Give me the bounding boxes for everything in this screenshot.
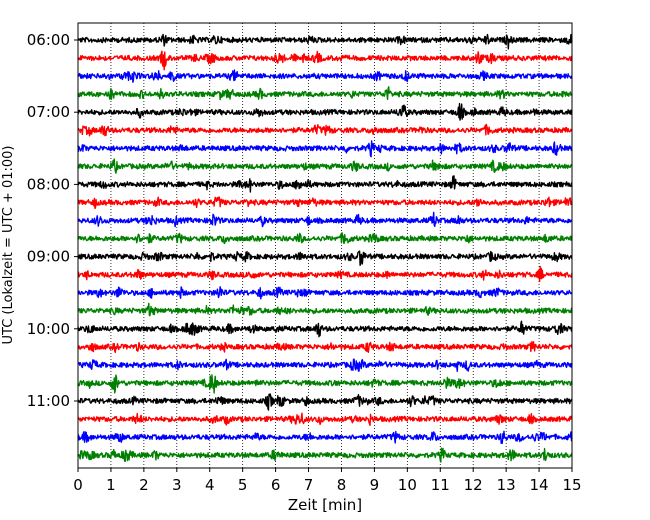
trace-row <box>77 175 573 193</box>
trace-row <box>77 302 573 317</box>
y-tick-label: 07:00 <box>27 103 70 121</box>
trace-row <box>77 358 573 372</box>
trace-row <box>77 123 573 137</box>
x-tick-label: 15 <box>562 476 581 494</box>
trace-row <box>77 69 573 83</box>
x-tick-label: 0 <box>73 476 83 494</box>
trace-row <box>77 320 573 338</box>
x-tick-label: 11 <box>431 476 450 494</box>
plot-frame <box>77 22 573 469</box>
x-tick-label: 12 <box>464 476 483 494</box>
trace-row <box>77 33 573 50</box>
trace-row <box>77 211 573 228</box>
trace-row <box>77 158 573 174</box>
y-tick-label: 10:00 <box>27 320 70 338</box>
trace-row <box>77 102 573 121</box>
trace-row <box>77 393 573 411</box>
x-tick-label: 14 <box>530 476 549 494</box>
trace-row <box>77 232 573 245</box>
x-tick-label: 6 <box>271 476 281 494</box>
trace-row <box>77 250 573 266</box>
trace-row <box>77 412 573 426</box>
y-tick-label: 09:00 <box>27 248 70 266</box>
trace-row <box>77 430 573 445</box>
y-axis-label: UTC (Lokalzeit = UTC + 01:00) <box>1 146 16 345</box>
trace-row <box>77 265 573 283</box>
trace-row <box>77 447 573 463</box>
trace-group <box>77 33 573 463</box>
x-tick-label: 9 <box>370 476 380 494</box>
x-axis-ticks: 0 1 2 3 4 5 6 7 8 9 10 11 12 13 14 15 <box>73 468 582 494</box>
x-tick-label: 3 <box>172 476 182 494</box>
trace-row <box>77 286 573 300</box>
x-tick-label: 2 <box>139 476 149 494</box>
x-tick-label: 5 <box>238 476 248 494</box>
minute-grid <box>110 23 540 468</box>
x-axis-label: Zeit [min] <box>288 496 362 514</box>
trace-row <box>77 374 573 394</box>
y-tick-label: 06:00 <box>27 31 70 49</box>
x-tick-label: 7 <box>304 476 314 494</box>
x-tick-label: 10 <box>398 476 417 494</box>
trace-row <box>77 140 573 158</box>
trace-row <box>77 86 573 101</box>
x-tick-label: 8 <box>337 476 347 494</box>
trace-row <box>77 50 573 71</box>
trace-row <box>77 340 573 354</box>
x-tick-label: 1 <box>106 476 116 494</box>
x-tick-label: 4 <box>205 476 215 494</box>
x-tick-label: 13 <box>497 476 516 494</box>
trace-row <box>77 196 573 210</box>
y-tick-label: 11:00 <box>27 392 70 410</box>
y-axis-ticks: 06:00 07:00 08:00 09:00 10:00 11:00 <box>27 31 78 410</box>
y-tick-label: 08:00 <box>27 175 70 193</box>
